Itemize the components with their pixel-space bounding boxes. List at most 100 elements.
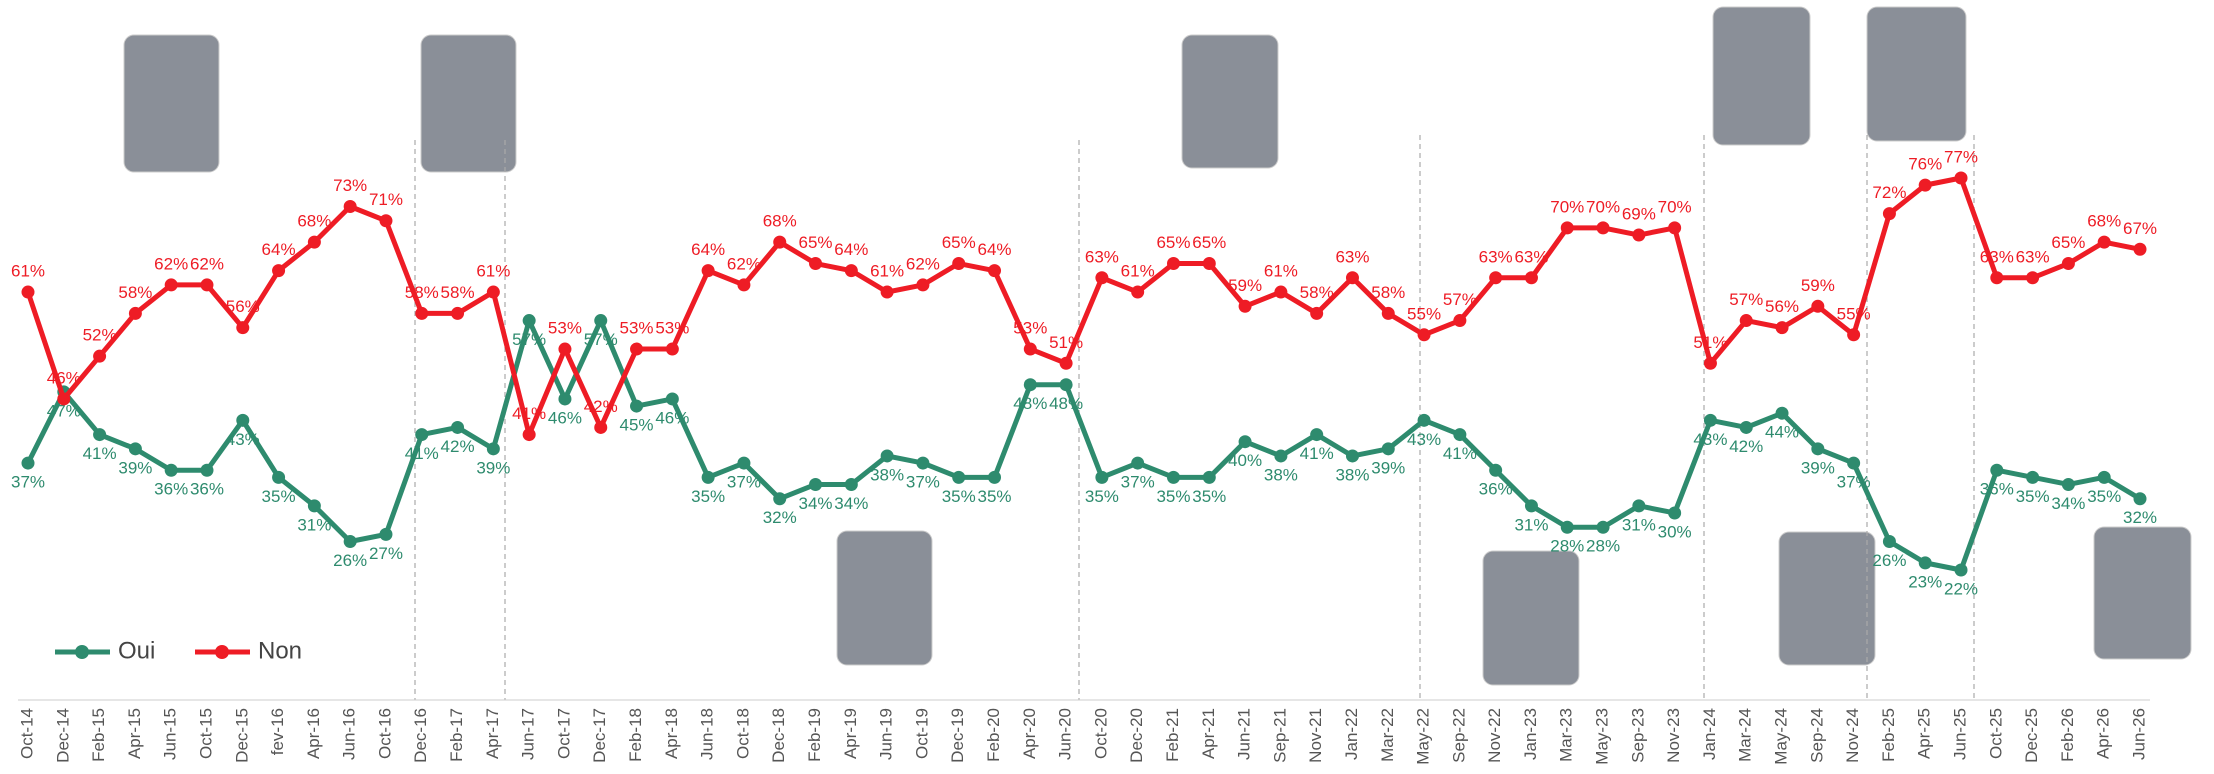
data-label: 26% [333,551,367,570]
point [1525,271,1538,284]
point [1453,428,1466,441]
point [1811,300,1824,313]
data-label: 42% [1729,437,1763,456]
point [881,286,894,299]
point [1453,314,1466,327]
point [1310,307,1323,320]
x-tick-label: Jun-16 [340,708,359,760]
x-tick-label: Feb-21 [1163,708,1182,762]
point [1095,471,1108,484]
point [1561,521,1574,534]
x-tick-label: Dec-16 [411,708,430,763]
photo [1713,7,1810,145]
x-tick-label: Feb-17 [447,708,466,762]
x-tick-label: Apr-15 [125,708,144,759]
data-label: 58% [1371,283,1405,302]
x-tick-label: Apr-20 [1020,708,1039,759]
point [1668,506,1681,519]
point [1310,428,1323,441]
point [129,442,142,455]
data-label: 62% [906,254,940,273]
point [1955,172,1968,185]
x-tick-label: Oct-17 [554,708,573,759]
point [2026,271,2039,284]
data-label: 61% [11,262,45,281]
data-label: 46% [47,368,81,387]
x-tick-label: Jun-15 [161,708,180,760]
x-tick-label: Mar-22 [1378,708,1397,762]
photo [837,531,932,665]
x-tick-label: Jan-24 [1700,708,1719,760]
point [1346,271,1359,284]
data-label: 57% [1443,290,1477,309]
data-label: 76% [1908,155,1942,174]
point [165,464,178,477]
data-label: 70% [1550,197,1584,216]
point [1060,378,1073,391]
point [1203,257,1216,270]
x-tick-label: May-22 [1414,708,1433,765]
x-tick-label: May-23 [1593,708,1612,765]
x-tick-label: Feb-25 [1879,708,1898,762]
point [594,421,607,434]
data-label: 57% [584,330,618,349]
point [415,428,428,441]
x-tick-label: Dec-17 [590,708,609,763]
point [1274,449,1287,462]
data-label: 69% [1622,205,1656,224]
point [1847,457,1860,470]
point [308,236,321,249]
point [1597,221,1610,234]
data-label: 37% [727,473,761,492]
data-label: 64% [834,240,868,259]
data-label: 62% [190,254,224,273]
data-label: 37% [11,473,45,492]
data-label: 45% [620,416,654,435]
point [22,286,35,299]
data-label: 35% [942,487,976,506]
x-tick-label: Jun-17 [519,708,538,760]
point [916,457,929,470]
data-label: 42% [441,437,475,456]
x-tick-label: Nov-23 [1664,708,1683,763]
point [666,343,679,356]
data-label: 27% [369,544,403,563]
x-tick-label: Oct-16 [375,708,394,759]
photo [124,35,219,172]
point [379,528,392,541]
point [773,236,786,249]
x-tick-label: Jun-19 [877,708,896,760]
x-tick-label: Apr-19 [841,708,860,759]
x-tick-label: Oct-25 [1986,708,2005,759]
photo [2094,527,2191,659]
photo [1867,7,1966,141]
data-label: 23% [1908,572,1942,591]
point [236,414,249,427]
data-label: 48% [1049,394,1083,413]
data-label: 65% [1192,233,1226,252]
data-label: 36% [1479,480,1513,499]
point [1131,457,1144,470]
x-tick-label: Sep-24 [1807,708,1826,763]
point [1095,271,1108,284]
point [487,442,500,455]
data-label: 35% [2087,487,2121,506]
data-label: 63% [1514,247,1548,266]
data-label: 36% [154,480,188,499]
data-label: 34% [799,494,833,513]
point [594,314,607,327]
point [200,464,213,477]
data-label: 38% [1264,465,1298,484]
x-tick-label: Mar-23 [1557,708,1576,762]
data-label: 51% [1693,333,1727,352]
x-tick-label: Jun-21 [1235,708,1254,760]
point [1883,535,1896,548]
data-label: 46% [655,408,689,427]
x-tick-label: Dec-25 [2022,708,2041,763]
point [1525,499,1538,512]
point [2062,478,2075,491]
point [1740,421,1753,434]
data-label: 30% [1658,522,1692,541]
point [165,278,178,291]
photo [421,35,516,172]
